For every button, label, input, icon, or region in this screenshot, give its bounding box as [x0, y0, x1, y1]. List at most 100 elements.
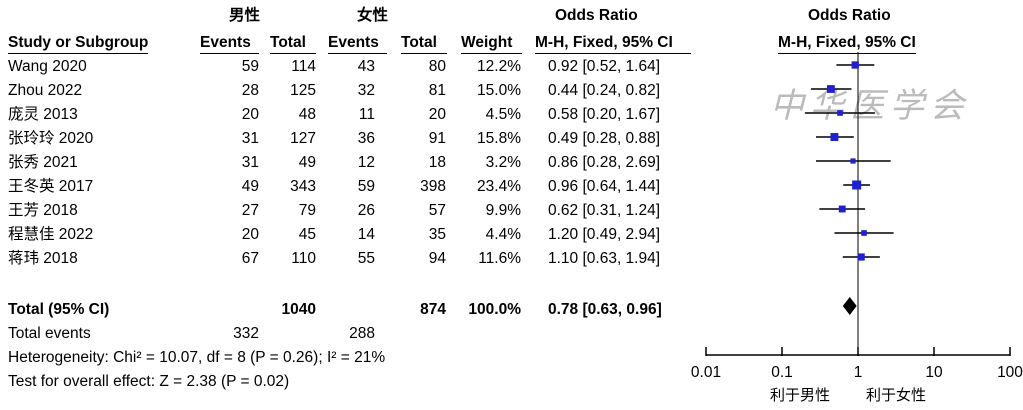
- group2-header: 女性: [357, 7, 389, 24]
- total2-cell: 18: [428, 154, 446, 171]
- total-or-ci: 0.78 [0.63, 0.96]: [548, 301, 662, 318]
- weight-cell: 4.5%: [485, 106, 521, 123]
- events1-cell: 31: [241, 130, 259, 147]
- total-events-label: Total events: [8, 325, 91, 342]
- weight-cell: 23.4%: [477, 178, 521, 195]
- events1-cell: 28: [241, 82, 259, 99]
- favours-right-label: 利于女性: [866, 387, 927, 404]
- x-tick-label: 100: [997, 364, 1023, 381]
- study-marker: [851, 61, 859, 69]
- study-name: 张秀 2021: [8, 154, 78, 171]
- study-name: 蒋玮 2018: [8, 250, 78, 267]
- watermark-text: 中华医学会: [770, 86, 970, 126]
- study-name: Zhou 2022: [8, 82, 83, 99]
- weight-cell: 9.9%: [485, 202, 521, 219]
- or-plot-title: Odds Ratio: [808, 7, 891, 24]
- events2-cell: 59: [357, 178, 375, 195]
- total2-cell: 57: [428, 202, 446, 219]
- total-events-1: 332: [233, 325, 259, 342]
- or-ci-cell: 0.49 [0.28, 0.88]: [548, 130, 661, 147]
- pooled-diamond: [842, 297, 857, 315]
- x-tick-label: 0.1: [771, 364, 793, 381]
- favours-left-label: 利于男性: [770, 387, 831, 404]
- study-marker: [838, 205, 846, 213]
- events2-cell: 14: [357, 226, 375, 243]
- overall-effect-text: Test for overall effect: Z = 2.38 (P = 0…: [8, 373, 290, 390]
- events2-header: Events: [328, 33, 387, 54]
- weight-cell: 15.0%: [477, 82, 521, 99]
- events2-cell: 55: [357, 250, 375, 267]
- or-ci-cell: 0.86 [0.28, 2.69]: [548, 154, 661, 171]
- study-marker: [837, 110, 843, 116]
- study-marker: [850, 158, 856, 164]
- or-ci-cell: 0.62 [0.31, 1.24]: [548, 202, 661, 219]
- study-name: 庞灵 2013: [8, 106, 78, 123]
- total2-cell: 20: [428, 106, 446, 123]
- or-ci-cell: 0.58 [0.20, 1.67]: [548, 106, 661, 123]
- x-tick-label: 10: [925, 364, 943, 381]
- total2-cell: 94: [428, 250, 446, 267]
- study-name: 程慧佳 2022: [8, 226, 94, 243]
- total2-cell: 80: [428, 58, 446, 75]
- or-title-header: Odds Ratio: [555, 7, 638, 24]
- total1-cell: 114: [291, 58, 316, 75]
- or-ci-cell: 0.44 [0.24, 0.82]: [548, 82, 661, 99]
- events1-cell: 20: [241, 226, 259, 243]
- events2-cell: 12: [357, 154, 375, 171]
- total-weight: 100.0%: [468, 301, 521, 318]
- group1-header: 男性: [229, 7, 261, 24]
- total2-header: Total: [401, 33, 447, 54]
- weight-cell: 12.2%: [477, 58, 521, 75]
- study-column-header: Study or Subgroup: [8, 33, 149, 54]
- total1-cell: 79: [298, 202, 316, 219]
- total1-cell: 48: [298, 106, 316, 123]
- weight-cell: 15.8%: [477, 130, 521, 147]
- total1-cell: 343: [290, 178, 316, 195]
- total2-cell: 398: [420, 178, 446, 195]
- events1-cell: 20: [241, 106, 259, 123]
- weight-cell: 3.2%: [485, 154, 521, 171]
- total-n2: 874: [420, 301, 446, 318]
- study-name: 张玲玲 2020: [8, 130, 94, 147]
- heterogeneity-text: Heterogeneity: Chi² = 10.07, df = 8 (P =…: [8, 349, 386, 366]
- study-name: 王冬英 2017: [8, 178, 94, 195]
- or-plot-method-header: M-H, Fixed, 95% CI: [778, 33, 916, 54]
- total-events-2: 288: [349, 325, 375, 342]
- events1-cell: 67: [241, 250, 259, 267]
- study-marker: [857, 253, 865, 261]
- study-name: 王芳 2018: [8, 202, 78, 219]
- events1-cell: 27: [241, 202, 259, 219]
- study-marker: [830, 133, 839, 141]
- events2-cell: 43: [357, 58, 375, 75]
- weight-cell: 4.4%: [485, 226, 521, 243]
- events2-cell: 11: [358, 106, 375, 123]
- x-tick-label: 1: [854, 364, 863, 381]
- total1-cell: 127: [290, 130, 316, 147]
- study-name: Wang 2020: [8, 58, 87, 75]
- events2-cell: 32: [357, 82, 375, 99]
- events2-cell: 36: [357, 130, 375, 147]
- total1-cell: 110: [291, 250, 316, 267]
- total1-header: Total: [270, 33, 316, 54]
- total1-cell: 125: [290, 82, 316, 99]
- weight-cell: 11.6%: [478, 250, 521, 267]
- or-ci-cell: 0.92 [0.52, 1.64]: [548, 58, 661, 75]
- total2-cell: 81: [428, 82, 446, 99]
- or-ci-cell: 1.20 [0.49, 2.94]: [548, 226, 661, 243]
- study-marker: [861, 230, 867, 236]
- events1-cell: 59: [241, 58, 259, 75]
- total2-cell: 35: [428, 226, 446, 243]
- study-marker: [827, 85, 835, 93]
- x-tick-label: 0.01: [691, 364, 721, 381]
- or-method-header: M-H, Fixed, 95% CI: [535, 33, 691, 54]
- events1-cell: 31: [241, 154, 259, 171]
- total2-cell: 91: [428, 130, 446, 147]
- events1-cell: 49: [241, 178, 259, 195]
- weight-header: Weight: [461, 33, 522, 54]
- total-label: Total (95% CI): [8, 301, 110, 318]
- total-n1: 1040: [281, 301, 316, 318]
- total1-cell: 45: [298, 226, 316, 243]
- events2-cell: 26: [357, 202, 375, 219]
- or-ci-cell: 1.10 [0.63, 1.94]: [548, 250, 661, 267]
